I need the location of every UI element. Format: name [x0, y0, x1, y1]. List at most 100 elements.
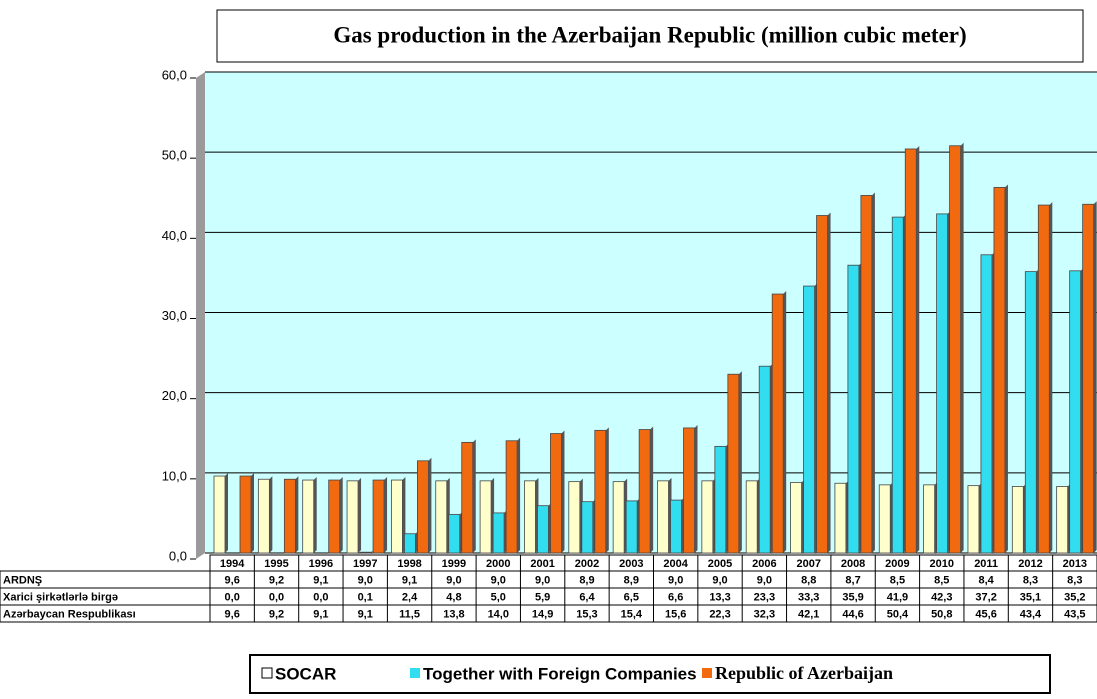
bar [1037, 204, 1050, 554]
data-label: 9,1 [402, 574, 417, 586]
data-label: 8,3 [1023, 574, 1038, 586]
bar-side [1093, 201, 1097, 553]
bar [479, 480, 492, 554]
data-label: 9,0 [491, 574, 506, 586]
bar [967, 485, 980, 554]
bar [683, 427, 695, 554]
data-label: 32,3 [754, 608, 775, 620]
data-label: 6,6 [668, 591, 683, 603]
data-label: 41,9 [887, 591, 908, 603]
x-tick-label: 1995 [264, 558, 288, 570]
bar-side [1049, 202, 1053, 553]
x-tick-label: 2006 [752, 558, 776, 570]
bar-side [783, 291, 787, 553]
data-label: 9,1 [358, 608, 373, 620]
bar [1011, 486, 1024, 554]
row-label: Xarici şirkətlərlə birgə [3, 591, 118, 603]
bar [745, 480, 758, 554]
data-label: 0,0 [269, 591, 284, 603]
bar [283, 478, 296, 554]
x-tick-label: 1999 [442, 558, 466, 570]
bar [239, 475, 252, 554]
bar [670, 499, 682, 554]
bar [612, 481, 625, 554]
bar-side [358, 477, 362, 553]
data-label: 9,1 [313, 608, 328, 620]
data-label: 50,8 [931, 608, 952, 620]
bar [372, 479, 385, 554]
bar [727, 373, 740, 554]
data-label: 9,0 [668, 574, 683, 586]
x-tick-label: 2009 [885, 558, 909, 570]
legend-label: Together with Foreign Companies [423, 664, 697, 683]
bar [359, 551, 372, 554]
legend-marker [261, 667, 273, 679]
data-label: 9,0 [446, 574, 461, 586]
bar [524, 480, 536, 554]
plot-wall [196, 72, 205, 559]
data-label: 0,0 [225, 591, 240, 603]
bar [213, 475, 226, 554]
data-label: 44,6 [842, 608, 863, 620]
x-tick-label: 2008 [841, 558, 865, 570]
legend-label: Republic of Azerbaijan [715, 663, 893, 683]
data-label: 9,6 [225, 574, 240, 586]
data-label: 22,3 [709, 608, 730, 620]
bar [860, 195, 873, 554]
bar-side [650, 426, 654, 553]
data-label: 8,9 [624, 574, 639, 586]
bar [1024, 271, 1037, 554]
data-label: 8,4 [978, 574, 994, 586]
data-label: 6,4 [579, 591, 595, 603]
y-tick-label: 30,0 [162, 308, 187, 323]
data-label: 8,5 [890, 574, 905, 586]
x-tick-label: 2000 [486, 558, 510, 570]
bar [790, 482, 802, 554]
bar [568, 481, 581, 554]
bar-side [1004, 184, 1008, 553]
bar [878, 484, 891, 554]
bar [638, 429, 651, 554]
bar [816, 215, 828, 554]
x-tick-label: 2007 [796, 558, 820, 570]
bar [803, 285, 815, 554]
data-label: 35,2 [1064, 591, 1085, 603]
bar [701, 480, 714, 554]
bar [581, 501, 594, 554]
x-tick-label: 2010 [930, 558, 954, 570]
x-tick-label: 1996 [309, 558, 333, 570]
bar [993, 187, 1006, 554]
data-label: 8,7 [845, 574, 860, 586]
row-label: Azərbaycan Respublikası [3, 608, 136, 620]
row-label: ARDNŞ [3, 574, 42, 586]
data-label: 43,4 [1020, 608, 1042, 620]
x-tick-label: 2013 [1063, 558, 1087, 570]
bar [257, 478, 270, 554]
bar [834, 482, 847, 554]
bar [390, 479, 403, 554]
bar [448, 514, 461, 554]
bar [771, 293, 784, 554]
title-box [216, 9, 1084, 63]
data-label: 15,4 [621, 608, 643, 620]
bar-side [295, 476, 299, 553]
bar-side [517, 437, 521, 553]
x-tick-label: 1997 [353, 558, 377, 570]
data-label: 8,9 [579, 574, 594, 586]
y-tick-label: 50,0 [162, 148, 187, 163]
data-label: 42,3 [931, 591, 952, 603]
bar [328, 479, 341, 554]
data-label: 8,8 [801, 574, 816, 586]
legend-label: SOCAR [275, 664, 336, 683]
bar [594, 429, 607, 554]
x-tick-label: 2002 [575, 558, 599, 570]
y-tick-label: 20,0 [162, 388, 187, 403]
bar-side [384, 477, 388, 553]
bar [1056, 486, 1069, 554]
data-label: 0,1 [358, 591, 373, 603]
bar [550, 433, 562, 554]
y-tick-label: 0,0 [169, 548, 187, 563]
bar [492, 512, 505, 554]
bar [949, 145, 961, 554]
